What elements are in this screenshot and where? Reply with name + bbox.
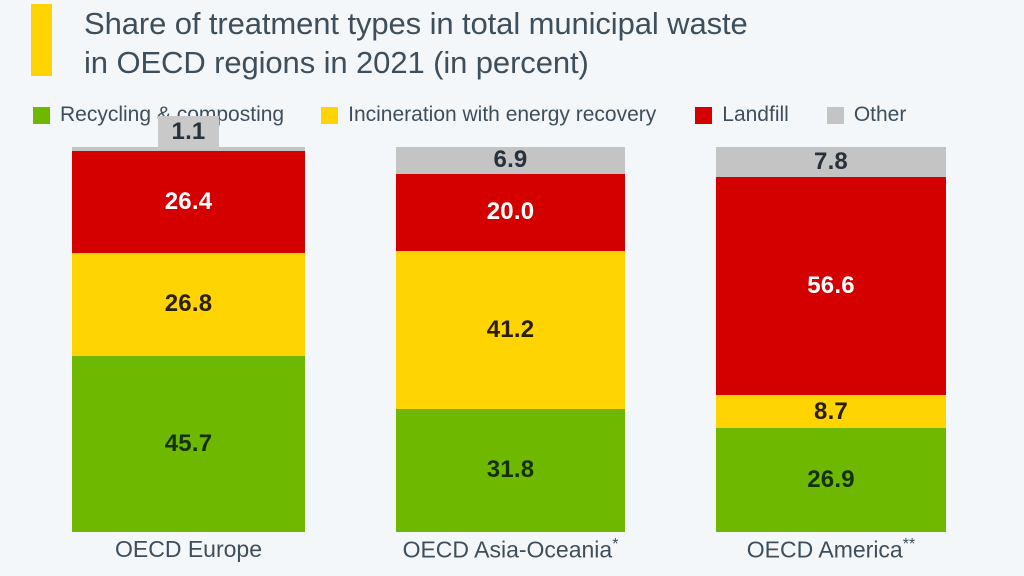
legend-swatch-landfill-icon [695, 106, 713, 124]
category-label-2: OECD America** [716, 536, 946, 564]
bar-segment-landfill[interactable]: 20.0 [396, 173, 625, 251]
category-label-footnote-marker: ** [902, 536, 916, 553]
bar-segment-landfill[interactable]: 56.6 [716, 177, 946, 395]
category-label-0: OECD Europe [72, 536, 305, 563]
legend-label-other: Other [853, 103, 907, 126]
segment-value-label-other: 1.1 [157, 116, 220, 150]
stacked-bar: 7.8 56.6 8.7 26.9 [716, 147, 946, 532]
category-label-text: OECD America [746, 536, 903, 563]
segment-value-label-incineration: 26.8 [164, 290, 213, 318]
legend-swatch-incineration-icon [321, 106, 339, 124]
legend-item-incineration[interactable]: Incineration with energy recovery [321, 103, 656, 127]
bar-segment-recycling[interactable]: 45.7 [72, 356, 305, 532]
page-title-line-2: in OECD regions in 2021 (in percent) [84, 45, 589, 80]
segment-value-label-recycling: 26.9 [807, 466, 855, 494]
category-label-1: OECD Asia-Oceania* [396, 536, 625, 564]
segment-value-label-landfill: 20.0 [486, 198, 535, 226]
segment-value-label-recycling: 45.7 [164, 430, 213, 457]
legend-label-landfill: Landfill [722, 103, 789, 126]
page-title: Share of treatment types in total munici… [84, 4, 748, 82]
plot-area: 1.1 26.4 26.8 45.7 6.9 20.0 41.2 31.8 7.8 56.6 8.7… [0, 116, 1024, 532]
bar-segment-recycling[interactable]: 26.9 [716, 428, 946, 532]
category-label-text: OECD Asia-Oceania [402, 536, 613, 563]
segment-value-label-incineration: 41.2 [486, 315, 535, 343]
chart-title-block: Share of treatment types in total munici… [31, 4, 748, 82]
legend-item-recycling[interactable]: Recycling & composting [33, 103, 284, 127]
segment-value-label-other: 6.9 [493, 146, 528, 174]
segment-value-label-incineration: 8.7 [814, 397, 848, 425]
bar-group-0: 1.1 26.4 26.8 45.7 [72, 116, 305, 532]
bar-segment-other[interactable]: 1.1 [72, 116, 305, 152]
bar-group-1: 6.9 20.0 41.2 31.8 [396, 146, 625, 532]
bar-segment-other[interactable]: 6.9 [396, 146, 625, 174]
category-axis: OECD Europe OECD Asia-Oceania* OECD Americ… [0, 536, 1024, 576]
bar-segment-incineration[interactable]: 8.7 [716, 394, 946, 429]
chart-legend: Recycling & composting Incineration with… [33, 103, 906, 127]
legend-swatch-recycling-icon [33, 106, 50, 124]
category-label-footnote-marker: * [612, 536, 619, 553]
bar-segment-incineration[interactable]: 41.2 [396, 250, 625, 410]
bar-segment-incineration[interactable]: 26.8 [72, 252, 305, 357]
segment-value-label-other: 7.8 [814, 148, 848, 175]
bar-segment-landfill[interactable]: 26.4 [72, 151, 305, 253]
bar-group-2: 7.8 56.6 8.7 26.9 [716, 147, 946, 532]
legend-label-recycling: Recycling & composting [60, 103, 285, 126]
legend-swatch-other-icon [826, 106, 844, 124]
title-accent-bar [31, 4, 52, 76]
bar-segment-other[interactable]: 7.8 [716, 147, 946, 178]
page-title-line-1: Share of treatment types in total munici… [84, 6, 748, 41]
category-label-text: OECD Europe [114, 536, 262, 562]
legend-label-incineration: Incineration with energy recovery [348, 103, 657, 126]
stacked-bar: 1.1 26.4 26.8 45.7 [72, 116, 305, 532]
legend-item-other[interactable]: Other [826, 103, 907, 127]
segment-value-label-landfill: 56.6 [807, 271, 855, 299]
legend-item-landfill[interactable]: Landfill [695, 103, 789, 127]
segment-value-label-landfill: 26.4 [164, 188, 213, 216]
bar-segment-recycling[interactable]: 31.8 [396, 409, 625, 532]
stacked-bar: 6.9 20.0 41.2 31.8 [396, 146, 625, 532]
segment-value-label-recycling: 31.8 [486, 456, 535, 484]
